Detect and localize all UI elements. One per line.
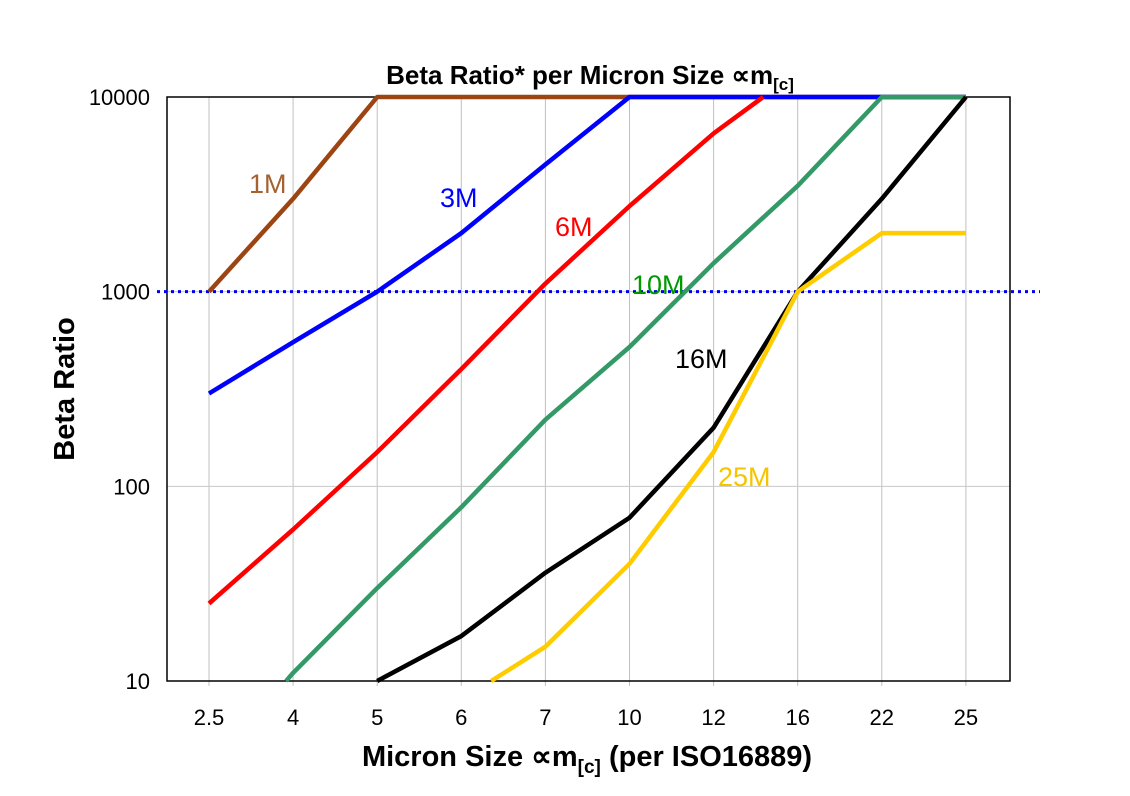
x-tick-label: 12: [701, 705, 725, 730]
x-tick-label: 5: [371, 705, 383, 730]
x-tick-label: 7: [539, 705, 551, 730]
series-label-16M: 16M: [675, 344, 728, 374]
series-line-3M: [207, 94, 966, 396]
y-tick-label: 10000: [89, 85, 150, 110]
x-tick-label: 4: [287, 705, 299, 730]
y-tick-label: 1000: [101, 280, 150, 305]
series-label-25M: 25M: [718, 462, 771, 492]
y-tick-label: 100: [113, 474, 150, 499]
series-lines: [207, 94, 968, 683]
x-tick-label: 22: [870, 705, 894, 730]
series-label-3M: 3M: [440, 183, 478, 213]
x-tick-label: 25: [954, 705, 978, 730]
series-label-10M: 10M: [632, 270, 685, 300]
y-tick-label: 10: [126, 669, 150, 694]
series-label-1M: 1M: [249, 169, 287, 199]
series-line-6M: [207, 95, 765, 606]
y-axis-label: Beta Ratio: [49, 317, 81, 460]
x-tick-label: 10: [617, 705, 641, 730]
series-line-16M: [376, 95, 968, 683]
series-label-6M: 6M: [555, 212, 593, 242]
y-axis-ticks: 10000 1000 100 10: [89, 85, 150, 694]
gridlines: [167, 96, 1010, 686]
series-labels: 1M 3M 6M 10M 16M 25M: [249, 169, 771, 492]
series-line-25M: [489, 230, 966, 683]
x-tick-label: 6: [455, 705, 467, 730]
chart-title: Beta Ratio* per Micron Size ∝m[c]: [386, 60, 794, 94]
x-axis-ticks: 2.5 4 5 6 7 10 12 16 22 25: [194, 705, 978, 730]
x-tick-label: 2.5: [194, 705, 225, 730]
x-axis-label: Micron Size ∝m[c] (per ISO16889): [362, 741, 812, 778]
x-tick-label: 16: [785, 705, 809, 730]
series-line-10M: [284, 94, 966, 683]
